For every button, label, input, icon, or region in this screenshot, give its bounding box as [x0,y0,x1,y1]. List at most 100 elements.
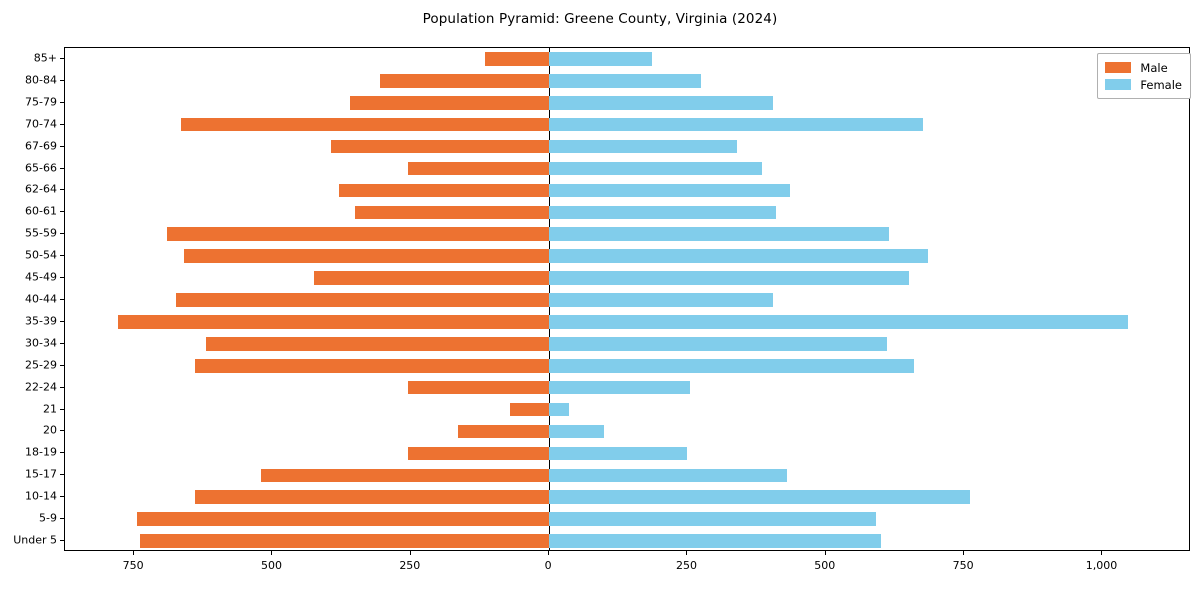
y-tick-label-10-14: 10-14 [25,489,57,503]
bar-male[interactable] [330,139,550,154]
bar-female[interactable] [549,117,923,132]
legend-item-female[interactable]: Female [1105,76,1182,93]
plot-area [64,47,1190,551]
bar-row [65,337,1189,351]
bar-female[interactable] [549,205,776,220]
bar-male[interactable] [510,402,550,417]
bar-female[interactable] [549,424,605,439]
y-tick-label-18-19: 18-19 [25,445,57,459]
bar-female[interactable] [549,271,909,285]
bar-female[interactable] [549,468,788,483]
legend-swatch-male-icon [1105,62,1132,73]
bar-male[interactable] [261,468,550,483]
bar-male[interactable] [181,117,550,132]
y-tick-label-under-5: Under 5 [13,533,57,547]
y-tick-mark [60,452,64,454]
bar-female[interactable] [549,380,691,395]
y-tick-mark [60,277,64,279]
y-tick-mark [60,189,64,191]
bar-male[interactable] [380,74,550,88]
bar-male[interactable] [349,95,550,110]
bar-male[interactable] [139,534,550,548]
y-tick-label-65-66: 65-66 [25,161,57,175]
y-tick-label-22-24: 22-24 [25,380,57,394]
bar-row [65,446,1189,461]
bar-male[interactable] [355,205,550,220]
bar-male[interactable] [457,424,550,439]
bar-female[interactable] [549,52,652,66]
bar-female[interactable] [549,490,970,504]
x-tick-label: 250 [399,559,421,572]
x-tick-label: 500 [814,559,836,572]
y-tick-mark [60,518,64,520]
bar-male[interactable] [117,315,550,329]
x-tick-mark [686,551,688,555]
bar-row [65,74,1189,88]
bar-female[interactable] [549,512,876,526]
y-tick-label-25-29: 25-29 [25,358,57,372]
y-tick-label-45-49: 45-49 [25,270,57,284]
bar-female[interactable] [549,95,774,110]
bar-male[interactable] [484,52,550,66]
y-tick-mark [60,430,64,432]
y-tick-mark [60,233,64,235]
y-tick-mark [60,255,64,257]
bar-male[interactable] [175,293,550,307]
bar-row [65,424,1189,439]
x-tick-label: 250 [675,559,697,572]
y-tick-mark [60,79,64,81]
x-tick-label: 750 [122,559,144,572]
y-tick-mark [60,540,64,542]
y-tick-label-35-39: 35-39 [25,314,57,328]
y-tick-label-67-69: 67-69 [25,139,57,153]
bar-female[interactable] [549,139,738,154]
y-tick-mark [60,211,64,213]
y-tick-label-15-17: 15-17 [25,467,57,481]
bar-female[interactable] [549,534,882,548]
bar-row [65,358,1189,373]
bar-male[interactable] [136,512,550,526]
x-tick-mark [548,551,550,555]
bar-male[interactable] [313,271,550,285]
bar-male[interactable] [338,183,550,198]
bar-male[interactable] [408,446,550,461]
bar-female[interactable] [549,315,1129,329]
y-tick-label-55-59: 55-59 [25,226,57,240]
bar-male[interactable] [167,227,550,242]
y-tick-mark [60,167,64,169]
bar-female[interactable] [549,161,763,176]
x-tick-label: 1,000 [1085,559,1118,572]
bar-female[interactable] [549,74,702,88]
bar-male[interactable] [408,161,550,176]
bar-male[interactable] [206,337,550,351]
y-tick-mark [60,408,64,410]
bar-row [65,512,1189,526]
bar-female[interactable] [549,358,915,373]
bar-female[interactable] [549,183,790,198]
y-tick-label-70-74: 70-74 [25,117,57,131]
bar-female[interactable] [549,293,774,307]
bar-row [65,205,1189,220]
bar-female[interactable] [549,337,887,351]
bar-male[interactable] [183,249,550,263]
y-tick-mark [60,145,64,147]
bar-male[interactable] [195,358,550,373]
bar-male[interactable] [408,380,550,395]
bar-female[interactable] [549,249,929,263]
bar-female[interactable] [549,402,569,417]
bar-row [65,293,1189,307]
y-tick-label-5-9: 5-9 [39,511,57,525]
x-tick-label: 750 [952,559,974,572]
bar-row [65,183,1189,198]
bar-female[interactable] [549,446,688,461]
y-tick-label-30-34: 30-34 [25,336,57,350]
bar-male[interactable] [195,490,550,504]
x-tick-mark [271,551,273,555]
y-tick-mark [60,386,64,388]
y-tick-label-40-44: 40-44 [25,292,57,306]
bar-female[interactable] [549,227,890,242]
bar-row [65,249,1189,263]
legend-item-male[interactable]: Male [1105,59,1182,76]
x-tick-mark [963,551,965,555]
y-tick-mark [60,299,64,300]
